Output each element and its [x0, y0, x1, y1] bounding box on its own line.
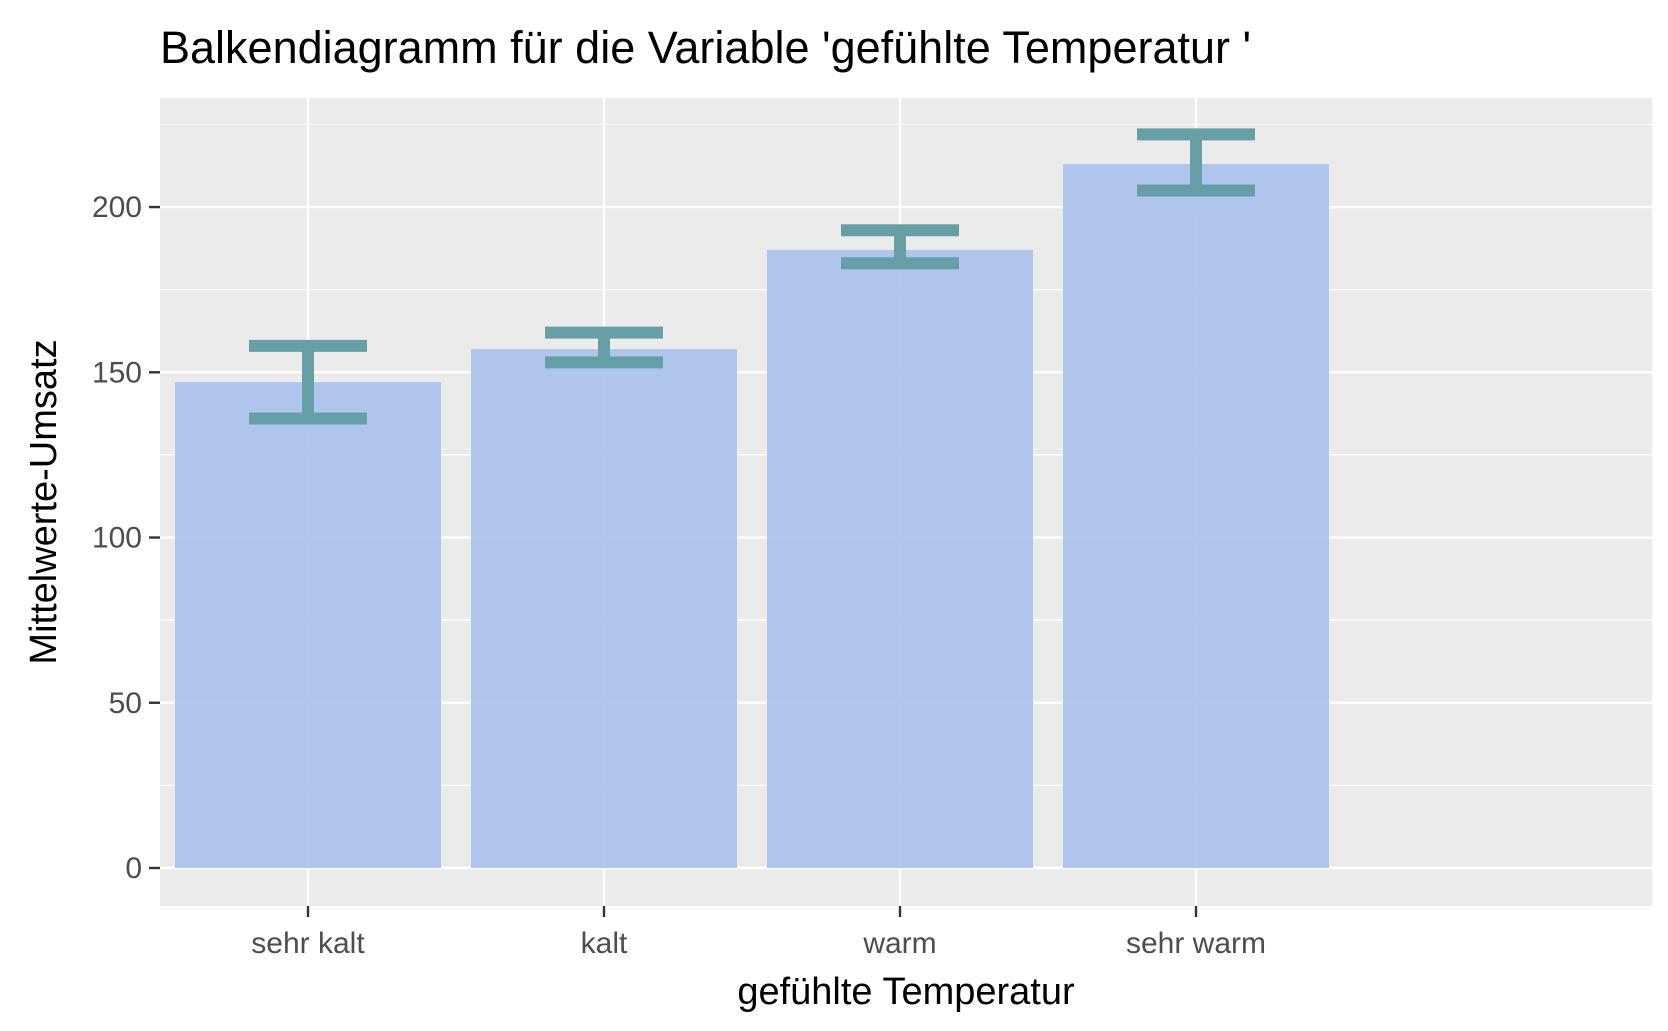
y-axis-title: Mittelwerte-Umsatz	[23, 339, 65, 664]
bar-warm	[767, 250, 1033, 868]
y-tick-label: 150	[92, 356, 142, 389]
x-tick-label: warm	[862, 927, 936, 960]
chart-title: Balkendiagramm für die Variable 'gefühlt…	[160, 22, 1251, 73]
x-tick-label: sehr kalt	[251, 927, 365, 960]
error-bars	[249, 128, 1255, 425]
errorbar-warm	[841, 224, 959, 270]
y-tick-label: 0	[125, 852, 142, 885]
y-tick-label: 100	[92, 522, 142, 555]
x-tick-label: sehr warm	[1126, 927, 1266, 960]
bar-sehr-warm	[1063, 164, 1329, 868]
y-axis: 0 50 100 150 200	[92, 191, 160, 885]
x-axis-title: gefühlte Temperatur	[737, 971, 1075, 1013]
y-tick-label: 50	[109, 687, 142, 720]
errorbar-sehr-kalt	[249, 339, 367, 425]
bar-kalt	[471, 349, 737, 868]
errorbar-sehr-warm	[1137, 128, 1255, 197]
y-tick-label: 200	[92, 191, 142, 224]
bars	[175, 164, 1329, 868]
x-axis: sehr kalt kalt warm sehr warm	[251, 906, 1266, 960]
bar-sehr-kalt	[175, 382, 441, 868]
errorbar-kalt	[545, 326, 663, 369]
x-tick-label: kalt	[581, 927, 628, 960]
